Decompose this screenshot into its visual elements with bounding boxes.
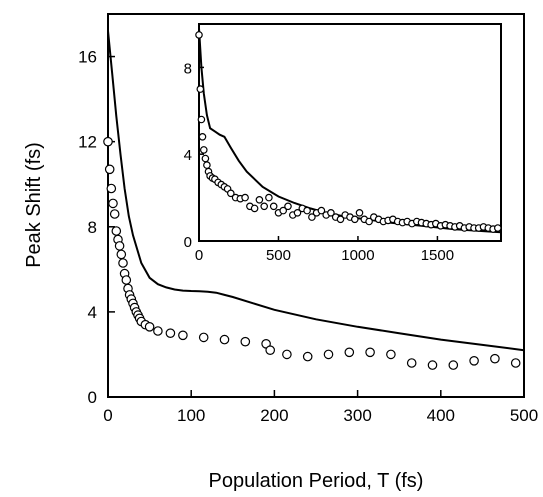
inset-y-tick-label: 8 bbox=[184, 60, 192, 77]
main-series-line bbox=[107, 30, 525, 352]
inset-data-point bbox=[284, 202, 292, 211]
inset-data-point bbox=[279, 206, 288, 215]
inset-x-tick-label: 0 bbox=[195, 247, 203, 264]
inset-data-point bbox=[293, 209, 302, 217]
inset-data-point bbox=[196, 85, 205, 93]
inset-data-point bbox=[365, 217, 373, 226]
main-data-point bbox=[365, 347, 375, 358]
inset-data-point bbox=[308, 213, 316, 221]
inset-plot-frame bbox=[198, 23, 502, 242]
inset-data-point bbox=[201, 154, 210, 163]
inset-data-point bbox=[265, 193, 273, 202]
inset-data-point bbox=[355, 209, 364, 217]
inset-x-tick-label: 1500 bbox=[421, 247, 454, 264]
main-x-tick-label: 400 bbox=[427, 406, 455, 425]
main-data-point bbox=[240, 336, 251, 347]
main-data-point bbox=[106, 183, 117, 194]
main-data-point bbox=[198, 332, 209, 343]
main-data-point bbox=[219, 334, 230, 345]
main-y-tick-label: 12 bbox=[78, 133, 97, 152]
main-plot-frame bbox=[107, 13, 525, 398]
main-data-point bbox=[448, 360, 459, 370]
main-data-point bbox=[265, 345, 275, 355]
main-data-point bbox=[469, 355, 479, 366]
main-x-tick-label: 300 bbox=[343, 406, 371, 425]
main-y-tick-label: 0 bbox=[88, 388, 97, 407]
inset-data-point bbox=[269, 202, 278, 211]
main-data-point bbox=[109, 209, 120, 219]
main-data-point bbox=[144, 321, 155, 332]
main-data-point bbox=[114, 241, 125, 251]
inset-plot: 0 500 1000 1500 0 4 8 bbox=[184, 23, 502, 264]
x-axis-title: Population Period, T (fs) bbox=[209, 470, 424, 492]
y-axis-title: Peak Shift (fs) bbox=[23, 142, 45, 268]
main-data-point bbox=[386, 349, 396, 360]
main-data-point bbox=[116, 249, 127, 260]
inset-data-point bbox=[493, 224, 502, 232]
inset-data-point bbox=[336, 215, 345, 224]
main-y-tick-label: 4 bbox=[88, 303, 97, 322]
main-data-point bbox=[344, 347, 355, 358]
main-y-tick-label: 16 bbox=[78, 48, 97, 67]
main-series bbox=[103, 30, 525, 370]
inset-data-point bbox=[303, 206, 311, 215]
main-data-point bbox=[178, 330, 188, 341]
inset-y-tick-label: 0 bbox=[184, 234, 192, 251]
inset-data-point bbox=[260, 202, 269, 211]
main-x-tick-label: 100 bbox=[177, 406, 205, 425]
inset-x-tick-label: 1000 bbox=[341, 247, 374, 264]
main-data-point bbox=[406, 358, 417, 368]
main-x-tick-label: 500 bbox=[510, 406, 538, 425]
main-x-tick-label: 0 bbox=[103, 406, 112, 425]
main-data-point bbox=[427, 360, 438, 370]
main-y-tick-label: 8 bbox=[88, 218, 97, 237]
main-data-point bbox=[103, 136, 113, 147]
main-data-point bbox=[165, 328, 176, 338]
main-data-point bbox=[282, 349, 292, 360]
main-data-point bbox=[153, 326, 163, 336]
inset-data-point bbox=[198, 133, 207, 141]
main-data-point bbox=[323, 349, 334, 360]
inset-data-point bbox=[227, 189, 235, 198]
main-x-tick-label: 200 bbox=[260, 406, 288, 425]
inset-axis-ticks: 0 500 1000 1500 0 4 8 bbox=[184, 60, 454, 264]
inset-data-point bbox=[327, 209, 335, 217]
main-data-point bbox=[104, 164, 115, 175]
main-data-point bbox=[111, 226, 122, 236]
main-data-point bbox=[302, 351, 313, 362]
main-data-point bbox=[121, 275, 132, 285]
main-data-point bbox=[108, 198, 118, 209]
inset-data-point bbox=[241, 193, 249, 202]
inset-data-point bbox=[350, 215, 359, 224]
main-data-point bbox=[118, 258, 128, 268]
main-data-point bbox=[490, 353, 500, 364]
main-data-point bbox=[510, 358, 521, 368]
inset-series bbox=[195, 28, 502, 234]
inset-data-point bbox=[197, 115, 206, 124]
inset-data-point bbox=[255, 196, 264, 204]
inset-data-point bbox=[200, 146, 208, 154]
inset-data-point bbox=[203, 161, 211, 169]
inset-data-point bbox=[195, 31, 203, 39]
inset-y-tick-label: 4 bbox=[184, 147, 192, 164]
inset-x-tick-label: 500 bbox=[266, 247, 291, 264]
inset-data-point bbox=[317, 206, 326, 215]
inset-data-point bbox=[250, 204, 259, 213]
